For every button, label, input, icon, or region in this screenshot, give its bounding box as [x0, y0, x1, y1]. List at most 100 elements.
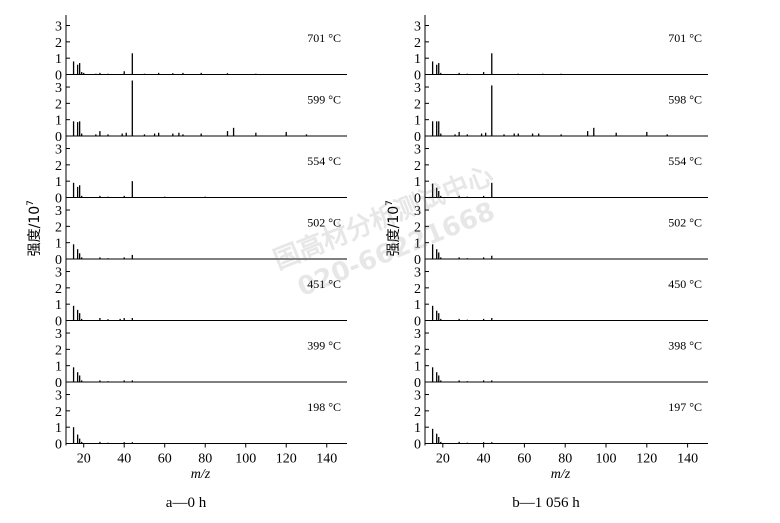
temperature-label: 399 °C	[307, 338, 341, 352]
y-tick-label: 1	[414, 114, 421, 129]
y-tick-label: 1	[55, 52, 62, 67]
y-tick-label: 1	[55, 175, 62, 190]
y-tick-label: 1	[414, 52, 421, 67]
spectrum-row: 0 123 450 °C	[414, 266, 708, 330]
y-tick-label: 1	[55, 298, 62, 313]
panel-caption: b—1 056 h	[512, 495, 580, 511]
y-tick-label: 3	[414, 266, 421, 281]
x-tick-label: 100	[596, 452, 617, 467]
y-tick-label: 1	[55, 421, 62, 436]
spectrum-row: 0 123 554 °C	[55, 143, 347, 207]
x-tick-label: 60	[517, 452, 531, 467]
y-tick-label: 3	[55, 389, 62, 404]
temperature-label: 554 °C	[307, 154, 341, 168]
spectrum-row: 01 23 502 °C	[414, 204, 708, 268]
temperature-label: 701 °C	[668, 31, 702, 45]
y-tick-label: 2	[414, 282, 421, 297]
spectrum-row: 01 23 502 °C	[55, 204, 347, 268]
x-tick-label: 100	[235, 452, 256, 467]
y-tick-label: 2	[414, 159, 421, 174]
x-tick-label: 40	[477, 452, 491, 467]
y-tick-label: 3	[414, 20, 421, 35]
y-tick-label: 0	[55, 376, 62, 391]
y-tick-label: 1	[55, 237, 62, 252]
y-tick-label: 3	[55, 266, 62, 281]
spectrum-row: 01 23 399 °C	[55, 327, 347, 391]
temperature-label: 598 °C	[668, 92, 702, 106]
y-axis-label: 强度/107	[385, 200, 402, 256]
x-tick-label: 140	[316, 452, 337, 467]
y-axis-label-text: 强度/10	[27, 206, 43, 257]
y-tick-label: 1	[414, 175, 421, 190]
y-tick-label: 0	[414, 192, 421, 207]
y-tick-label: 0	[414, 130, 421, 145]
y-axis-label-text: 强度/10	[386, 206, 402, 257]
x-tick-label: 80	[198, 452, 212, 467]
spectrum-row: 0 123 197 °C	[414, 389, 708, 453]
y-tick-label: 1	[414, 360, 421, 375]
y-tick-label: 2	[55, 220, 62, 235]
y-tick-label: 3	[55, 20, 62, 35]
temperature-label: 701 °C	[307, 31, 341, 45]
x-axis-label: m/z	[191, 467, 211, 482]
x-tick-label: 20	[436, 452, 450, 467]
spectrum-row: 01 23 599 °C	[55, 80, 347, 145]
x-axis-label: m/z	[551, 467, 571, 482]
y-tick-label: 1	[55, 114, 62, 129]
y-tick-label: 0	[55, 192, 62, 207]
x-tick-label: 80	[558, 452, 572, 467]
y-tick-label: 1	[414, 237, 421, 252]
y-tick-label: 3	[55, 204, 62, 219]
y-tick-label: 2	[55, 343, 62, 358]
y-tick-label: 3	[55, 81, 62, 96]
temperature-label: 197 °C	[668, 400, 702, 414]
y-axis-label-exponent: 7	[385, 200, 395, 206]
y-tick-label: 2	[55, 97, 62, 112]
y-tick-label: 3	[55, 327, 62, 342]
y-tick-label: 1	[55, 360, 62, 375]
y-tick-label: 0	[55, 130, 62, 145]
spectrum-row: 0 123 198 °C	[55, 389, 347, 453]
x-tick-label: 60	[158, 452, 172, 467]
temperature-label: 451 °C	[307, 277, 341, 291]
temperature-label: 502 °C	[307, 215, 341, 229]
x-tick-label: 120	[636, 452, 657, 467]
y-axis-label: 强度/107	[26, 200, 43, 256]
y-tick-label: 2	[414, 36, 421, 51]
y-tick-label: 1	[414, 298, 421, 313]
y-tick-label: 2	[414, 405, 421, 420]
y-tick-label: 2	[55, 159, 62, 174]
x-tick-label: 140	[677, 452, 698, 467]
spectrum-row: 0 123 451 °C	[55, 266, 347, 330]
y-axis-label-exponent: 7	[26, 200, 36, 206]
y-tick-label: 3	[414, 143, 421, 158]
y-tick-label: 2	[414, 97, 421, 112]
spectrum-row: 0 123 701 °C	[414, 20, 708, 84]
y-tick-label: 3	[414, 327, 421, 342]
temperature-label: 198 °C	[307, 400, 341, 414]
x-tick-label: 20	[77, 452, 91, 467]
temperature-label: 398 °C	[668, 338, 702, 352]
temperature-label: 450 °C	[668, 277, 702, 291]
spectrum-row: 01 23 398 °C	[414, 327, 708, 391]
temperature-label: 502 °C	[668, 215, 702, 229]
y-tick-label: 3	[414, 81, 421, 96]
y-tick-label: 0	[55, 438, 62, 453]
y-tick-label: 0	[55, 69, 62, 84]
temperature-label: 554 °C	[668, 154, 702, 168]
x-tick-label: 120	[276, 452, 297, 467]
panel-caption: a—0 h	[166, 495, 207, 511]
y-tick-label: 0	[55, 253, 62, 268]
spectrum-row: 0 123 554 °C	[414, 143, 708, 207]
y-tick-label: 0	[414, 376, 421, 391]
spectrum-row: 0 123 701 °C	[55, 20, 347, 84]
y-tick-label: 0	[414, 69, 421, 84]
y-tick-label: 0	[414, 438, 421, 453]
y-tick-label: 2	[55, 282, 62, 297]
y-tick-label: 2	[55, 405, 62, 420]
spectrum-row: 01 23 598 °C	[414, 81, 708, 145]
y-tick-label: 0	[414, 315, 421, 330]
